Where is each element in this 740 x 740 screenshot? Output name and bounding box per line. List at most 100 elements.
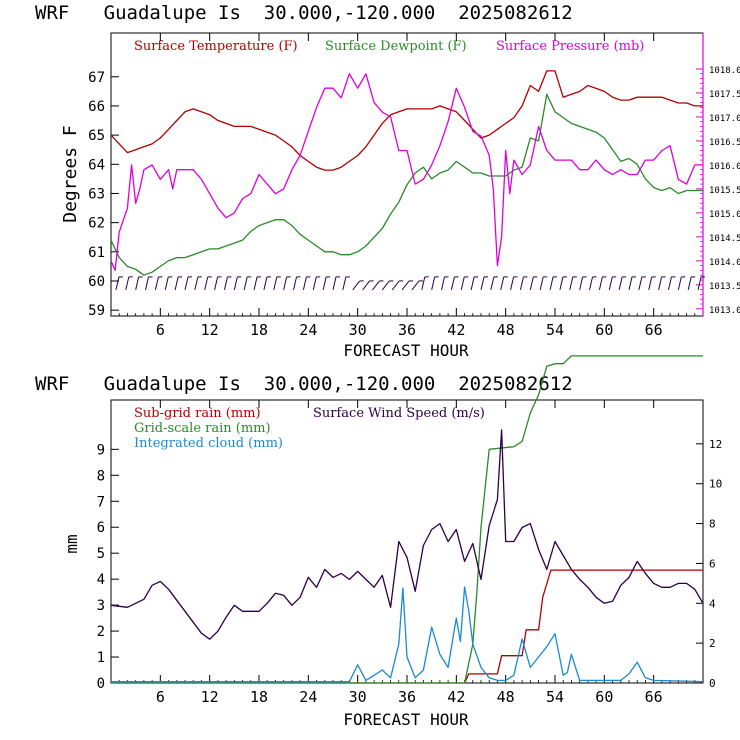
barb-staff — [342, 276, 347, 291]
wind-barb — [233, 276, 242, 291]
legend-dewpoint: Surface Dewpoint (F) — [325, 39, 467, 54]
wind-barb — [223, 276, 232, 291]
barb-staff — [125, 276, 130, 291]
y2-tick-label: 1015.0 — [709, 210, 740, 220]
barb-staff — [293, 276, 298, 291]
wind-barb — [648, 276, 656, 291]
y2-tick-label: 1014.0 — [709, 258, 740, 268]
sub-grid-rain-line — [111, 569, 703, 684]
barb-staff — [302, 276, 307, 291]
series-lines — [110, 355, 704, 684]
y-tick-label: 4 — [97, 572, 105, 588]
barb-staff — [431, 276, 436, 291]
y-tick-label: 9 — [97, 442, 105, 458]
x-axis-title: FORECAST HOUR — [343, 710, 469, 729]
x-tick-label: 60 — [595, 688, 613, 706]
wind-barb — [204, 276, 212, 291]
barb-staff — [559, 276, 564, 291]
barb-staff — [589, 276, 594, 291]
barb-staff — [391, 280, 400, 291]
wind-barb — [164, 276, 173, 291]
barb-staff — [490, 276, 495, 291]
x-tick-label: 54 — [546, 321, 564, 339]
y-tick-label: 59 — [88, 303, 105, 319]
x-tick-label: 30 — [349, 688, 367, 706]
x-tick-label: 54 — [546, 688, 564, 706]
x-tick-label: 12 — [201, 688, 219, 706]
barb-staff — [135, 276, 140, 291]
barb-staff — [174, 276, 179, 291]
barb-staff — [519, 276, 524, 291]
barb-staff — [569, 276, 574, 291]
wind-barb — [559, 276, 567, 291]
y2-tick-label: 0 — [709, 677, 716, 690]
panel-header: WRF Guadalupe Is 30.000,-120.000 2025082… — [35, 373, 573, 395]
barb-staff — [362, 280, 370, 291]
y2-tick-label: 1017.5 — [709, 90, 740, 100]
wind-barb — [470, 276, 479, 291]
wind-barb — [677, 276, 686, 291]
wind-barb — [194, 276, 202, 291]
x-tick-label: 42 — [447, 321, 465, 339]
x-tick-label: 60 — [595, 321, 613, 339]
barb-staff — [658, 276, 663, 291]
y2-tick-label: 12 — [709, 438, 722, 451]
barb-staff — [628, 276, 633, 291]
barb-staff — [529, 276, 534, 291]
x-tick-label: 36 — [398, 321, 416, 339]
barb-staff — [372, 280, 380, 291]
barb-staff — [223, 276, 228, 291]
barb-staff — [154, 276, 159, 291]
y2-tick-label: 6 — [709, 557, 716, 570]
wind-barb — [589, 276, 597, 291]
barb-staff — [233, 276, 238, 291]
y-tick-label: 8 — [97, 468, 105, 484]
wind-barb — [322, 276, 331, 291]
barb-staff — [598, 276, 603, 291]
x-tick-label: 12 — [201, 321, 219, 339]
x-tick-label: 66 — [645, 321, 663, 339]
wind-barb — [372, 280, 384, 291]
wind-barb — [687, 276, 696, 291]
barb-staff — [579, 276, 584, 291]
panel-header: WRF Guadalupe Is 30.000,-120.000 2025082… — [35, 2, 573, 24]
y2-axis-ticks: 0 2 4 6 8 10 12 — [696, 438, 722, 690]
wind-barb — [539, 276, 548, 291]
series-lines — [110, 70, 703, 276]
y-tick-label: 6 — [97, 520, 105, 536]
barb-staff — [618, 276, 623, 291]
wind-barb — [480, 276, 488, 291]
wind-barb — [381, 280, 394, 291]
wind-barb — [362, 280, 374, 291]
x-axis-title: FORECAST HOUR — [343, 341, 469, 360]
y-tick-label: 7 — [97, 494, 105, 510]
legend-temperature: Surface Temperature (F) — [134, 39, 298, 54]
y-tick-label: 0 — [97, 676, 105, 692]
wind-barb — [115, 276, 123, 291]
barb-staff — [450, 276, 455, 291]
barb-staff — [510, 276, 515, 291]
legend-wind-speed: Surface Wind Speed (m/s) — [313, 406, 485, 421]
x-axis-ticks: 6 12 18 24 30 36 42 48 54 60 66 — [118, 33, 696, 339]
wind-barb — [579, 276, 587, 291]
legend-integrated-cloud: Integrated cloud (mm) — [134, 436, 283, 451]
y2-tick-label: 1013.0 — [709, 306, 740, 316]
wind-barb — [519, 276, 528, 291]
wind-barb — [243, 276, 252, 291]
y2-tick-label: 1015.5 — [709, 186, 740, 196]
x-tick-label: 48 — [497, 688, 515, 706]
wind-barb — [569, 276, 577, 291]
barb-staff — [480, 276, 485, 291]
y2-tick-label: 1018.0 — [709, 66, 740, 76]
wind-barb — [391, 280, 404, 291]
barb-staff — [145, 276, 150, 291]
wind-barb — [312, 276, 321, 291]
barb-staff — [253, 276, 258, 291]
wind-barb — [283, 276, 291, 291]
surface-wind-speed-line — [110, 429, 704, 640]
x-tick-label: 18 — [250, 688, 268, 706]
barb-staff — [184, 276, 189, 291]
wind-barb — [460, 276, 469, 291]
